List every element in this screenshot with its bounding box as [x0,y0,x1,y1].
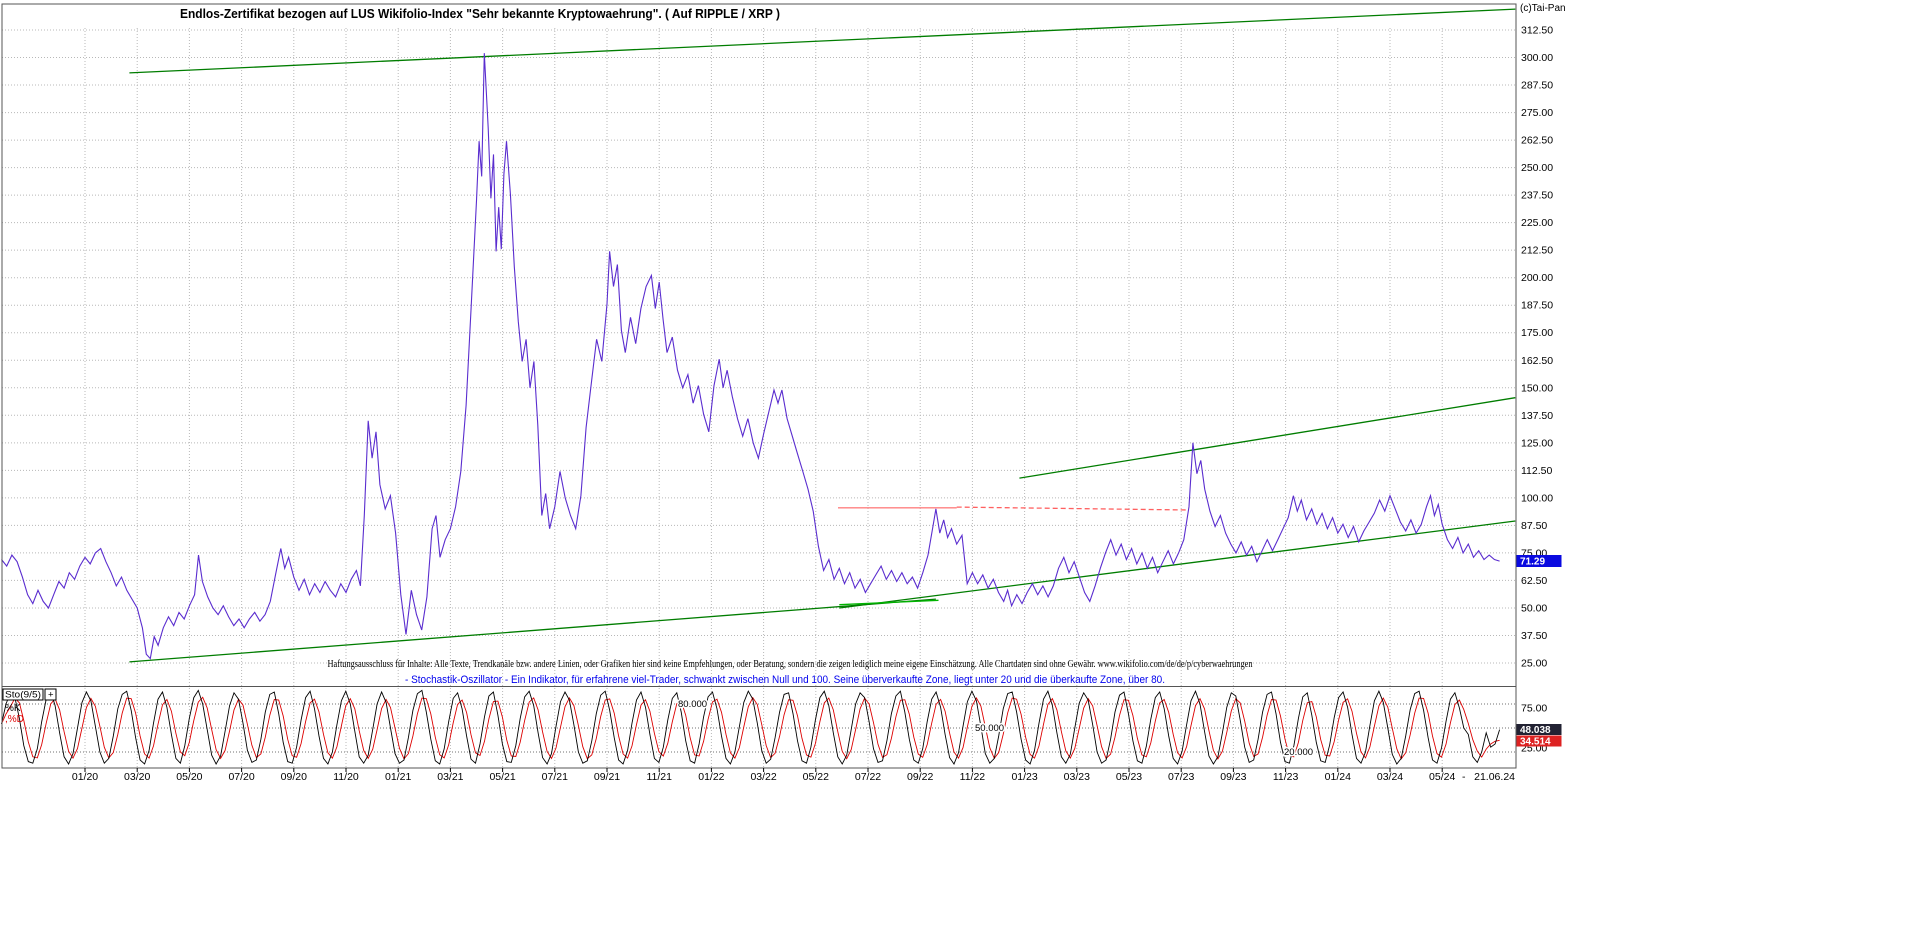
price-line [1,53,1500,660]
sto-d-value: 34.514 [1520,737,1551,748]
y-tick-label: 187.50 [1521,300,1553,312]
x-tick-label: 01/21 [385,771,411,783]
y-tick-label: 225.00 [1521,217,1553,229]
plot-border [1,3,1517,769]
x-tick-label: 01/22 [698,771,724,783]
y-tick-label: 137.50 [1521,410,1553,422]
axis-end-dash: - [1462,771,1466,783]
x-tick-label: 03/20 [124,771,150,783]
x-tick-label: 01/20 [72,771,98,783]
y-tick-label: 150.00 [1521,382,1553,394]
oscillator-note: - Stochastik-Oszillator - Ein Indikator,… [405,674,1165,686]
x-tick-label: 07/20 [228,771,254,783]
y-tick-label: 275.00 [1521,107,1553,119]
y-tick-label: 287.50 [1521,80,1553,92]
x-tick-label: 11/22 [960,771,986,783]
x-tick-label: 05/22 [803,771,829,783]
axis-labels-layer: 01/20 03/20 05/20 07/20 09/20 11/20 01/21 03/21… [72,25,1553,784]
y-tick-label: 100.00 [1521,492,1553,504]
axis-end-date: 21.06.24 [1474,771,1515,783]
x-tick-label: 11/23 [1273,771,1299,783]
sto-right-label: 75.00 [1521,703,1547,715]
x-tick-label: 05/24 [1429,771,1455,783]
sto-level-label: 20.000 [1284,747,1313,758]
x-tick-label: 05/20 [176,771,202,783]
plus-icon: + [48,690,54,701]
last-price-badge: 71.29 [1516,555,1562,568]
stochastic-indicator-button[interactable]: Sto(9/5) [2,688,44,701]
stochastic-indicator-text: Sto(9/5) [5,690,41,701]
disclaimer-text: Haftungsausschluss für Inhalte: Alle Tex… [328,659,1253,670]
y-tick-label: 162.50 [1521,355,1553,367]
k-series-label: %K [5,703,21,714]
x-tick-label: 03/22 [750,771,776,783]
y-tick-label: 175.00 [1521,327,1553,339]
y-tick-label: 50.00 [1521,602,1547,614]
y-tick-label: 125.00 [1521,437,1553,449]
x-tick-label: 11/21 [646,771,672,783]
chart-title: Endlos-Zertifikat bezogen auf LUS Wikifo… [180,6,780,21]
sto-d-badge: 34.514 [1516,735,1562,748]
y-tick-label: 37.50 [1521,630,1547,642]
y-tick-label: 300.00 [1521,52,1553,64]
trendlines-layer [129,8,1516,663]
support-trend-line-2020 [129,598,936,663]
last-price-value: 71.29 [1520,557,1545,568]
x-tick-label: 09/22 [907,771,933,783]
y-tick-label: 62.50 [1521,575,1547,587]
upper-trend-line [129,8,1516,74]
y-tick-label: 112.50 [1521,465,1552,477]
y-tick-label: 312.50 [1521,25,1553,37]
x-tick-label: 07/21 [542,771,568,783]
x-tick-label: 09/23 [1220,771,1246,783]
copyright-label: (c)Tai-Pan [1520,3,1566,14]
x-tick-label: 07/22 [855,771,881,783]
frame-layer [1,3,1517,772]
static-labels: Endlos-Zertifikat bezogen auf LUS Wikifo… [2,3,1566,783]
expand-button[interactable]: + [44,688,57,701]
lower-right-trend-line [839,520,1516,609]
x-tick-label: 01/23 [1011,771,1037,783]
x-tick-label: 09/21 [594,771,620,783]
mid-trend-line [1019,397,1516,479]
x-tick-label: 01/24 [1325,771,1351,783]
x-tick-label: 03/23 [1064,771,1090,783]
resistance-line-dashed [956,506,1190,511]
sto-level-label: 80.000 [678,699,707,710]
price-series-layer [1,53,1500,660]
x-tick-label: 03/24 [1377,771,1403,783]
sto-k-badge: 48.038 [1516,724,1562,736]
y-tick-label: 212.50 [1521,245,1553,257]
x-tick-label: 11/20 [333,771,359,783]
y-tick-label: 262.50 [1521,135,1553,147]
d-series-label: ,%D [5,714,24,725]
sto-k-line [1,689,1501,765]
y-tick-label: 250.00 [1521,162,1553,174]
short-support-segment [839,599,939,606]
y-tick-label: 200.00 [1521,272,1553,284]
y-tick-label: 237.50 [1521,190,1553,202]
x-tick-label: 07/23 [1168,771,1194,783]
y-tick-label: 25.00 [1521,658,1547,670]
y-tick-label: 87.50 [1521,520,1547,532]
x-tick-label: 09/20 [281,771,307,783]
sto-d-line [1,696,1500,760]
stochastic-series-layer [1,689,1501,765]
gridlines-layer [2,28,1516,768]
x-tick-label: 05/21 [489,771,515,783]
sto-level-label: 50.000 [975,723,1004,734]
x-tick-label: 05/23 [1116,771,1142,783]
x-tick-label: 03/21 [437,771,463,783]
sto-k-value: 48.038 [1520,725,1551,736]
